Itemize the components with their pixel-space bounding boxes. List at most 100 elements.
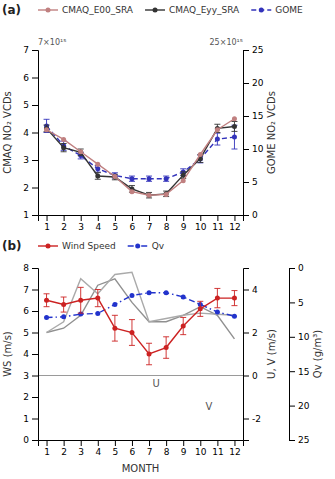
tick-label: 15 xyxy=(298,367,309,377)
tick-label: 7 xyxy=(147,447,153,457)
tick: 5 xyxy=(113,215,119,232)
point xyxy=(164,345,169,350)
tick-label: 11 xyxy=(212,447,223,457)
tick-label: 4 xyxy=(23,128,29,138)
point xyxy=(164,192,169,197)
error-bar xyxy=(95,290,101,307)
point xyxy=(44,127,49,132)
tick-mark xyxy=(183,440,184,446)
tick-label: 2 xyxy=(252,328,258,338)
tick: 11 xyxy=(212,215,223,232)
point xyxy=(129,176,134,181)
tick-mark xyxy=(200,440,201,446)
tick-label: 2 xyxy=(61,447,67,457)
tick-mark xyxy=(243,149,249,150)
error-bar xyxy=(44,119,50,132)
tick: 10 xyxy=(195,215,207,232)
tick-label: 2 xyxy=(23,183,29,193)
axis-line xyxy=(290,269,296,441)
point xyxy=(232,135,237,140)
tick-label: 3 xyxy=(78,222,84,232)
tick: 0 xyxy=(243,210,258,220)
tick: 3 xyxy=(23,371,38,381)
legend-label: Wind Speed xyxy=(62,241,116,251)
tick-label: 12 xyxy=(229,447,240,457)
point xyxy=(147,193,152,198)
tick: 4 xyxy=(95,215,101,232)
legend-marker xyxy=(259,8,264,13)
tick-mark xyxy=(166,440,167,446)
tick-label: 3 xyxy=(78,447,84,457)
line xyxy=(47,119,235,195)
tick: 10 xyxy=(243,144,264,154)
tick-label: 11 xyxy=(212,222,223,232)
tick-mark xyxy=(289,302,295,303)
tick-mark xyxy=(32,376,38,377)
point xyxy=(181,324,186,329)
annotation: U xyxy=(152,378,159,389)
tick: 5 xyxy=(113,440,119,457)
point xyxy=(232,314,237,319)
tick: 2 xyxy=(23,392,38,402)
tick-mark xyxy=(32,133,38,134)
tick-label: 0 xyxy=(298,263,304,273)
tick-label: 4 xyxy=(23,349,29,359)
series xyxy=(44,122,238,198)
tick-mark xyxy=(47,215,48,221)
axis-line xyxy=(244,269,250,441)
tick: 6 xyxy=(130,440,136,457)
legend-label: GOME xyxy=(275,5,303,15)
panel: 123456789101112MONTH012345678WS (m/s)-20… xyxy=(2,263,323,474)
axis: 0510152025 xyxy=(289,263,310,445)
tick-mark xyxy=(32,397,38,398)
tick: 2 xyxy=(23,183,38,193)
tick: 3 xyxy=(78,440,84,457)
series xyxy=(47,279,235,339)
tick-label: 5 xyxy=(113,222,119,232)
tick-label: 9 xyxy=(181,447,187,457)
point xyxy=(164,290,169,295)
point xyxy=(112,326,117,331)
panel: 1234567891011121234567CMAQ NO₂ VCDs05101… xyxy=(2,38,277,232)
axis-title: Qv (g/m³) xyxy=(312,330,323,378)
point xyxy=(232,124,237,129)
tick: 8 xyxy=(164,215,170,232)
point xyxy=(61,145,66,150)
tick-label: 6 xyxy=(130,447,136,457)
tick-mark xyxy=(81,215,82,221)
tick-label: 4 xyxy=(252,285,258,295)
tick-label: 10 xyxy=(298,332,310,342)
point xyxy=(95,166,100,171)
tick-mark xyxy=(183,215,184,221)
axis-title: WS (m/s) xyxy=(2,331,13,377)
tick-label: 8 xyxy=(164,222,170,232)
tick: 3 xyxy=(78,215,84,232)
legend-marker xyxy=(46,8,51,13)
tick: 5 xyxy=(23,100,38,110)
tick-mark xyxy=(243,50,249,51)
tick-label: 4 xyxy=(95,222,101,232)
tick: 8 xyxy=(164,440,170,457)
legend-item: CMAQ_Eyy_SRA xyxy=(145,5,240,15)
tick-label: 7 xyxy=(147,222,153,232)
tick: 10 xyxy=(195,440,207,457)
tick-label: 2 xyxy=(61,222,67,232)
tick-mark xyxy=(32,354,38,355)
tick-mark xyxy=(32,160,38,161)
axis-line xyxy=(244,51,250,216)
axis: 123456789101112 xyxy=(39,215,244,232)
tick: 9 xyxy=(181,215,187,232)
legend: CMAQ_E00_SRACMAQ_Eyy_SRAGOME xyxy=(38,5,303,15)
tick-mark xyxy=(234,215,235,221)
tick-label: 6 xyxy=(23,306,29,316)
tick-mark xyxy=(289,406,295,407)
point xyxy=(95,162,100,167)
error-bar xyxy=(61,144,67,152)
axis-title: MONTH xyxy=(122,463,160,474)
tick-label: 10 xyxy=(195,222,207,232)
tick: 15 xyxy=(289,367,309,377)
tick-mark xyxy=(243,215,249,216)
tick: 20 xyxy=(289,401,310,411)
tick: 0 xyxy=(23,435,38,445)
tick-mark xyxy=(32,78,38,79)
